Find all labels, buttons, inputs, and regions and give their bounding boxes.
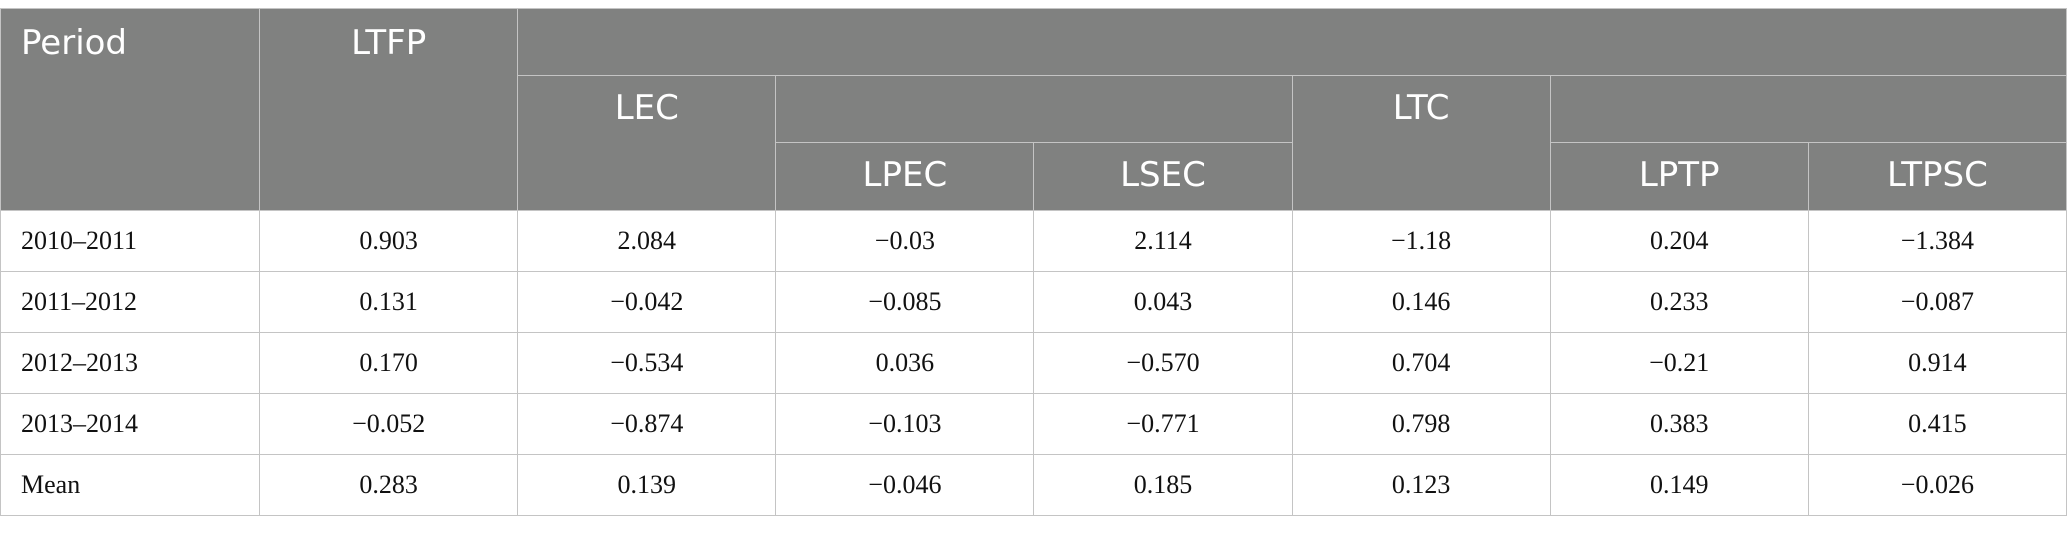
table-cell: 0.185	[1033, 454, 1293, 516]
table-cell: 0.139	[517, 454, 777, 516]
table-cell: 0.036	[775, 332, 1035, 394]
table-cell: 0.170	[259, 332, 519, 394]
header-group-spacer	[517, 8, 2067, 76]
header-ltc-sub-spacer	[1549, 75, 2067, 143]
table-cell: −0.087	[1807, 271, 2067, 333]
table-cell: 0.283	[259, 454, 519, 516]
table-cell: Mean	[0, 454, 261, 516]
table-cell: 0.131	[259, 271, 519, 333]
table-cell: −1.18	[1291, 210, 1551, 272]
table-cell: −0.534	[517, 332, 777, 394]
header-ltfp: LTFP	[259, 8, 519, 211]
table-cell: −0.570	[1033, 332, 1293, 394]
header-ltpsc: LTPSC	[1807, 142, 2067, 211]
table-cell: −0.026	[1807, 454, 2067, 516]
header-lec-sub-spacer	[775, 75, 1293, 143]
table-cell: 0.204	[1549, 210, 1809, 272]
table-cell: 0.415	[1807, 393, 2067, 455]
table-cell: −0.103	[775, 393, 1035, 455]
table-row: 2010–2011 0.903 2.084 −0.03 2.114 −1.18 …	[0, 210, 2067, 272]
table-cell: −0.21	[1549, 332, 1809, 394]
table-header: Period LTFP LEC LTC LPEC LSEC LPTP LTPSC	[0, 8, 2067, 211]
table-cell: 2011–2012	[0, 271, 261, 333]
table-cell: −0.771	[1033, 393, 1293, 455]
table-cell: 0.914	[1807, 332, 2067, 394]
table-cell: 2.114	[1033, 210, 1293, 272]
header-ltc: LTC	[1291, 75, 1551, 211]
header-lptp: LPTP	[1549, 142, 1809, 211]
header-period: Period	[0, 8, 261, 211]
table-cell: 2012–2013	[0, 332, 261, 394]
table-row: Mean 0.283 0.139 −0.046 0.185 0.123 0.14…	[0, 454, 2067, 516]
table-cell: 0.123	[1291, 454, 1551, 516]
table-cell: 0.233	[1549, 271, 1809, 333]
header-lec: LEC	[517, 75, 777, 211]
header-lpec: LPEC	[775, 142, 1035, 211]
table-row: 2012–2013 0.170 −0.534 0.036 −0.570 0.70…	[0, 332, 2067, 394]
table-cell: 0.798	[1291, 393, 1551, 455]
table-cell: −1.384	[1807, 210, 2067, 272]
table-cell: 0.903	[259, 210, 519, 272]
table-cell: −0.085	[775, 271, 1035, 333]
table-cell: 2013–2014	[0, 393, 261, 455]
table-cell: −0.03	[775, 210, 1035, 272]
table-cell: 0.043	[1033, 271, 1293, 333]
table-cell: −0.046	[775, 454, 1035, 516]
table-cell: 2.084	[517, 210, 777, 272]
table-cell: 0.704	[1291, 332, 1551, 394]
table-cell: −0.042	[517, 271, 777, 333]
table-cell: 2010–2011	[0, 210, 261, 272]
table-cell: 0.383	[1549, 393, 1809, 455]
table-cell: 0.146	[1291, 271, 1551, 333]
table-row: 2013–2014 −0.052 −0.874 −0.103 −0.771 0.…	[0, 393, 2067, 455]
table-body: 2010–2011 0.903 2.084 −0.03 2.114 −1.18 …	[0, 210, 2067, 516]
data-table: Period LTFP LEC LTC LPEC LSEC LPTP LTPSC…	[0, 8, 2067, 516]
header-lsec: LSEC	[1033, 142, 1293, 211]
table-row: 2011–2012 0.131 −0.042 −0.085 0.043 0.14…	[0, 271, 2067, 333]
table-cell: −0.874	[517, 393, 777, 455]
table-cell: −0.052	[259, 393, 519, 455]
table-cell: 0.149	[1549, 454, 1809, 516]
